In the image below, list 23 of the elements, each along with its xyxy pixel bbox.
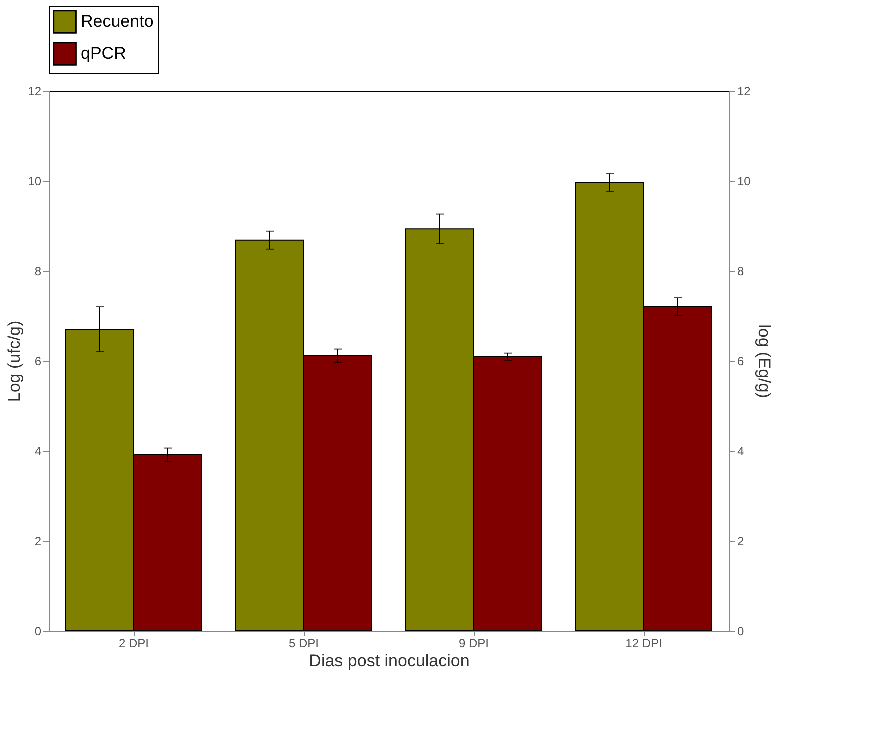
y2-tick-label: 12 <box>738 84 752 98</box>
y-tick-label: 10 <box>28 174 42 188</box>
y2-tick-label: 2 <box>738 534 744 548</box>
x-axis-title: Dias post inoculacion <box>309 652 470 670</box>
legend-label: qPCR <box>81 44 126 63</box>
x-tick-label: 2 DPI <box>118 636 150 650</box>
y-tick-label: 0 <box>34 624 42 638</box>
y2-tick-label: 10 <box>738 174 752 188</box>
y2-tick-label: 8 <box>738 264 744 278</box>
y-tick-label: 8 <box>34 264 42 278</box>
legend-label: Recuento <box>81 12 154 31</box>
x-tick-label: 5 DPI <box>288 636 320 650</box>
y2-tick-label: 0 <box>738 624 744 638</box>
x-tick-label: 12 DPI <box>626 636 662 650</box>
y2-axis-title: log (Eg/g) <box>754 324 774 398</box>
x-tick-label: 9 DPI <box>458 636 490 650</box>
y-tick-label: 12 <box>28 84 42 98</box>
y-tick-label: 6 <box>34 354 42 368</box>
y2-tick-label: 6 <box>738 354 744 368</box>
y2-tick-label: 4 <box>738 444 744 458</box>
y-tick-label: 2 <box>34 534 42 548</box>
y-axis-title: Log (ufc/g) <box>5 320 24 402</box>
y-tick-label: 4 <box>34 444 42 458</box>
